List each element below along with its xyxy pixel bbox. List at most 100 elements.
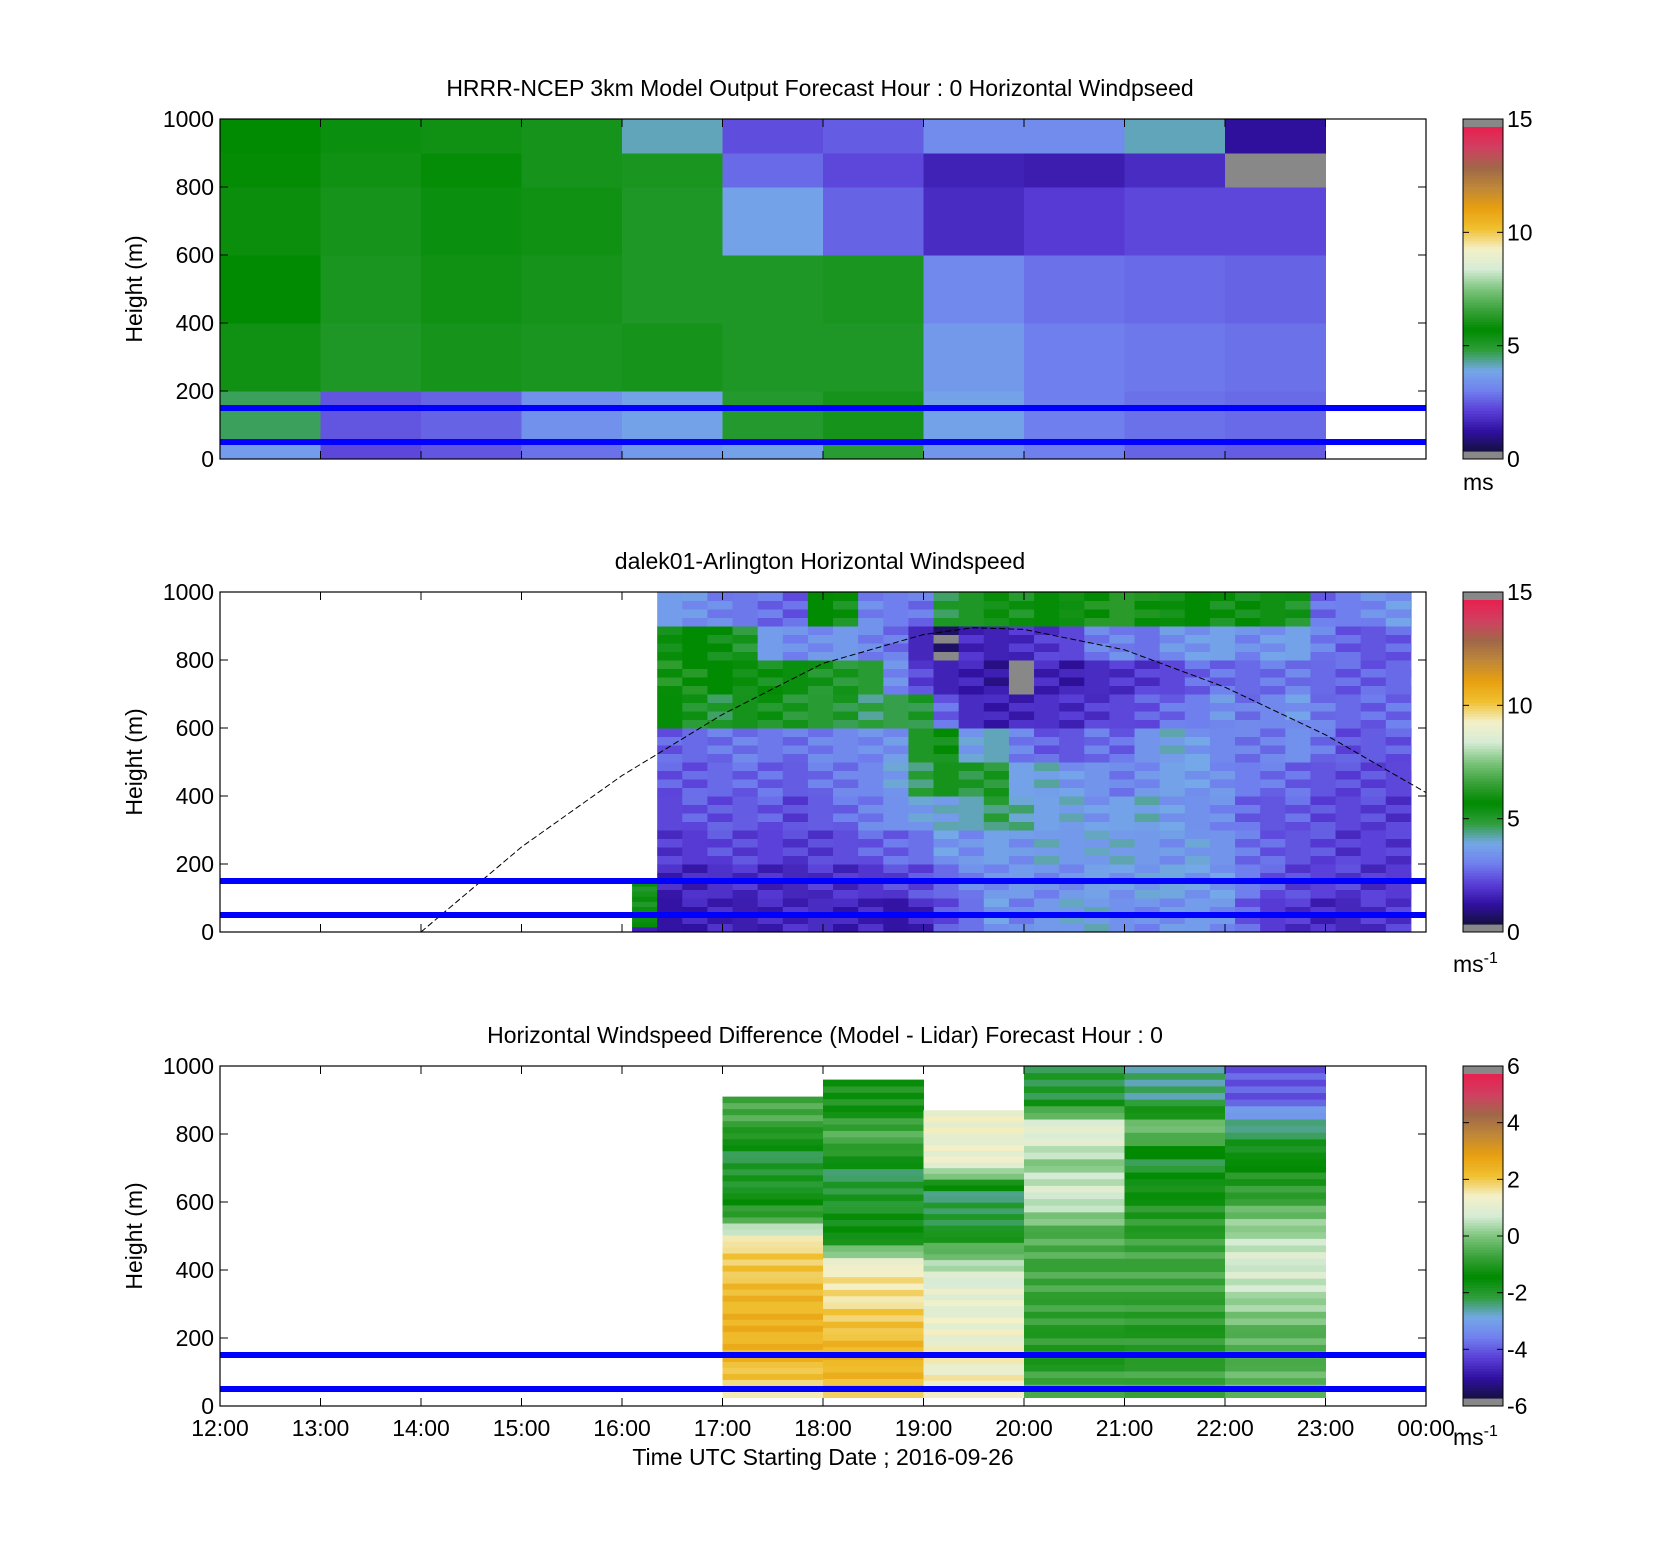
difference-cell: [1124, 1271, 1226, 1279]
lidar-cell: [1059, 719, 1085, 729]
lidar-cell: [858, 906, 884, 916]
difference-cell: [1024, 1112, 1125, 1120]
colorbar-segment: [1463, 1335, 1503, 1340]
lidar-cell: [707, 770, 734, 780]
lidar-cell: [1410, 906, 1412, 916]
heatmap-cell: [421, 255, 522, 324]
lidar-cell: [858, 677, 884, 686]
difference-cell: [1024, 1284, 1125, 1292]
lidar-cell: [1159, 600, 1186, 610]
colorbar-segment: [1463, 664, 1503, 669]
lidar-cell: [933, 847, 960, 856]
lidar-cell: [807, 685, 834, 695]
lidar-cell: [908, 864, 935, 873]
lidar-cell: [1184, 609, 1211, 618]
lidar-cell: [1159, 660, 1186, 669]
lidar-cell: [682, 592, 708, 601]
lidar-cell: [1285, 728, 1311, 737]
lidar-cell: [908, 685, 935, 695]
lidar-cell: [1385, 609, 1412, 618]
colorbar-segment: [1463, 202, 1503, 206]
lidar-cell: [782, 736, 809, 746]
lidar-cell: [983, 719, 1010, 729]
colorbar-segment: [1463, 186, 1503, 190]
lidar-cell: [883, 813, 909, 822]
lidar-cell: [732, 651, 759, 661]
lidar-cell: [807, 770, 834, 780]
lidar-cell: [883, 847, 909, 856]
lidar-cell: [983, 813, 1010, 822]
colorbar-segment: [1463, 248, 1503, 252]
lidar-cell: [1335, 923, 1362, 933]
heatmap-cell: [220, 153, 321, 188]
lidar-cell: [1235, 847, 1261, 856]
difference-cell: [1024, 1298, 1125, 1306]
lidar-cell: [858, 889, 884, 899]
lidar-cell: [983, 847, 1010, 856]
colorbar-segment: [1463, 1157, 1503, 1161]
lidar-cell: [1134, 762, 1161, 771]
lidar-cell: [1109, 804, 1136, 814]
lidar-cell: [1260, 617, 1286, 627]
lidar-cell: [1209, 847, 1236, 856]
y-tick-label: 200: [176, 1325, 214, 1351]
colorbar-segment: [1463, 181, 1503, 185]
difference-cell: [1024, 1132, 1125, 1140]
lidar-cell: [682, 643, 708, 652]
colorbar-segment: [1463, 1182, 1503, 1186]
difference-cell: [722, 1361, 824, 1368]
colorbar-segment: [1463, 1214, 1503, 1218]
colorbar-segment: [1463, 127, 1503, 131]
lidar-cell: [858, 813, 884, 822]
x-tick-label: 16:00: [593, 1415, 651, 1441]
lidar-cell: [707, 694, 734, 703]
heatmap-cell: [320, 153, 422, 188]
lidar-cell: [1134, 830, 1161, 839]
lidar-cell: [1360, 923, 1387, 933]
lidar-cell: [1059, 677, 1085, 686]
lidar-cell: [1184, 881, 1211, 890]
lidar-cell: [707, 872, 734, 882]
lidar-cell: [1410, 855, 1412, 865]
colorbar-segment: [1463, 1101, 1503, 1105]
colorbar-segment: [1463, 767, 1503, 771]
lidar-cell: [657, 830, 683, 839]
lidar-cell: [1385, 702, 1412, 712]
colorbar-segment: [1463, 1395, 1503, 1399]
colorbar-segment: [1463, 1373, 1503, 1377]
lidar-cell: [933, 634, 960, 644]
lidar-cell: [983, 838, 1010, 848]
lidar-cell: [1159, 898, 1186, 907]
lidar-cell: [1134, 864, 1161, 873]
lidar-cell: [1034, 643, 1060, 652]
lidar-cell: [682, 745, 708, 754]
lidar-cell: [1134, 660, 1161, 669]
colorbar-unit: ms: [1463, 469, 1494, 495]
colorbar-segment: [1463, 1138, 1503, 1143]
lidar-cell: [782, 660, 809, 669]
lidar-cell: [883, 702, 909, 712]
lidar-cell: [1184, 872, 1211, 882]
y-tick-label: 1000: [163, 106, 214, 132]
lidar-cell: [682, 821, 708, 831]
colorbar-segment: [1463, 602, 1503, 606]
colorbar-segment: [1463, 1276, 1503, 1280]
colorbar-segment: [1463, 670, 1503, 674]
lidar-cell: [732, 643, 759, 652]
lidar-cell: [833, 736, 859, 746]
lidar-cell: [707, 864, 734, 873]
lidar-cell: [1209, 651, 1236, 661]
lidar-cell: [908, 847, 935, 856]
difference-cell: [1124, 1251, 1226, 1259]
lidar-cell: [1008, 770, 1035, 780]
difference-cell: [1024, 1218, 1125, 1226]
colorbar-segment: [1463, 1362, 1503, 1367]
colorbar-segment: [1463, 129, 1503, 133]
lidar-cell: [883, 762, 909, 771]
colorbar-segment: [1463, 1217, 1503, 1221]
colorbar-segment: [1463, 137, 1503, 142]
lidar-cell: [933, 821, 960, 831]
lidar-cell: [1159, 617, 1186, 627]
lidar-cell: [782, 779, 809, 788]
colorbar-segment: [1463, 216, 1503, 220]
